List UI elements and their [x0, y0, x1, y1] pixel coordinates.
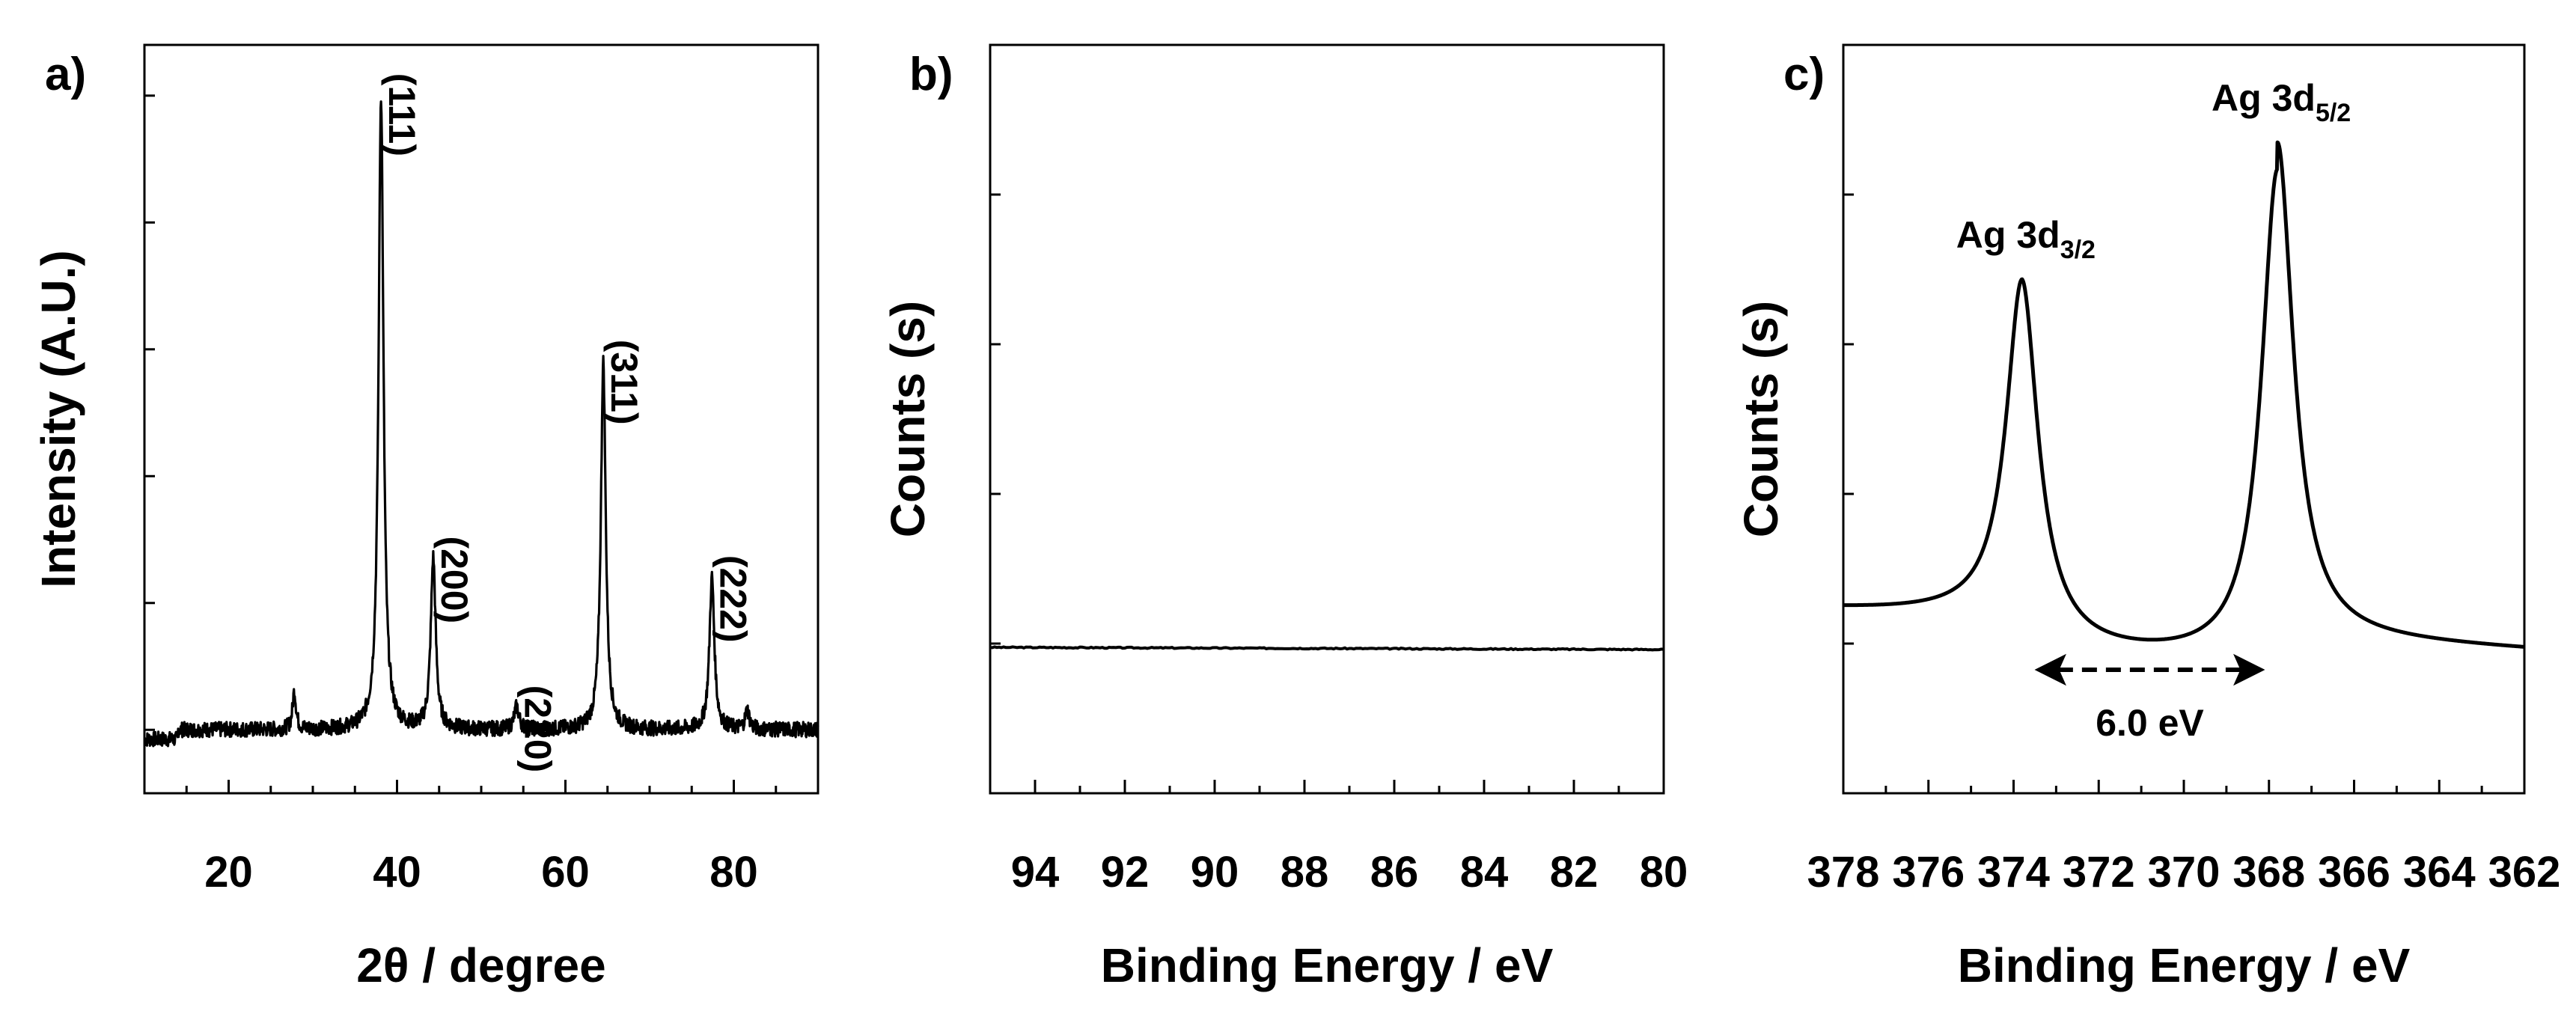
panel-c-ag3d-spectrum: [1842, 140, 2526, 649]
x-tick-label: 88: [1281, 848, 1329, 897]
peak-label: (311): [603, 340, 645, 425]
panel-b-spectrum: [989, 645, 1664, 652]
x-tick-label: 90: [1191, 848, 1239, 897]
peak-label: (222): [712, 555, 754, 643]
x-tick-label: 40: [373, 848, 421, 897]
x-tick-label: 374: [1977, 848, 2050, 897]
x-tick-label: 368: [2232, 848, 2305, 897]
panel-b-frame: [989, 43, 1665, 795]
panel-a-ticks: 20 40 60 80: [143, 94, 820, 897]
splitting-label: 6.0 eV: [2096, 702, 2204, 744]
splitting-arrow-head-left: [2034, 653, 2066, 686]
x-tick-label: 378: [1807, 848, 1880, 897]
x-tick-label: 80: [709, 848, 758, 897]
panel-c-frame: [1842, 43, 2526, 795]
panel-a-peak-labels: (111) (200) (220) (311) (222): [381, 73, 754, 773]
peak-label-text: Ag 3d: [2212, 77, 2316, 119]
x-tick-label: 376: [1892, 848, 1965, 897]
x-tick-label: 92: [1101, 848, 1150, 897]
x-tick-label: 362: [2488, 848, 2561, 897]
panel-c-ylabel: Counts (s): [1734, 301, 1788, 537]
x-tick-label: 60: [541, 848, 590, 897]
peak-label-subscript: 3/2: [2060, 236, 2096, 264]
x-tick-label: 20: [204, 848, 253, 897]
x-tick-label: 82: [1550, 848, 1599, 897]
panel-b: b) 94 92 90 88 86 84 82 80 Counts (s) Binding E…: [881, 43, 1688, 992]
panel-a-xrd-pattern: [143, 100, 820, 748]
x-tick-label: 364: [2403, 848, 2476, 897]
panel-a: a) 20 40 60 80 (111) (200) (220) (311) (222) In…: [31, 43, 820, 992]
peak-label: Ag 3d3/2: [1956, 214, 2096, 264]
peak-label: (200): [433, 536, 475, 623]
panel-c-label: c): [1783, 49, 1825, 100]
x-tick-label: 86: [1370, 848, 1419, 897]
panel-a-label: a): [45, 49, 86, 100]
panel-c: c) 378 376 374 372 370 368 366 364 362 Ag 3d3/2A…: [1734, 43, 2561, 992]
peak-label: (220): [516, 685, 558, 773]
peak-label: Ag 3d5/2: [2212, 77, 2351, 127]
panel-c-xlabel: Binding Energy / eV: [1958, 938, 2411, 992]
splitting-arrow-head-right: [2233, 653, 2265, 686]
peak-label-text: Ag 3d: [1956, 214, 2060, 256]
peak-label-subscript: 5/2: [2316, 99, 2351, 127]
panel-c-ticks: 378 376 374 372 370 368 366 364 362: [1807, 43, 2561, 897]
panel-c-splitting-annotation: 6.0 eV: [2034, 653, 2265, 744]
panel-a-xlabel: 2θ / degree: [356, 938, 605, 992]
panel-b-label: b): [909, 49, 953, 100]
x-tick-label: 94: [1011, 848, 1060, 897]
panel-b-xlabel: Binding Energy / eV: [1101, 938, 1554, 992]
panel-b-ylabel: Counts (s): [881, 301, 935, 537]
x-tick-label: 372: [2063, 848, 2135, 897]
x-tick-label: 84: [1460, 848, 1509, 897]
x-tick-label: 80: [1640, 848, 1688, 897]
panel-a-ylabel: Intensity (A.U.): [31, 250, 85, 588]
x-tick-label: 370: [2148, 848, 2221, 897]
peak-label: (111): [381, 73, 423, 156]
panel-c-peak-labels: Ag 3d3/2Ag 3d5/2: [1956, 77, 2351, 264]
x-tick-label: 366: [2318, 848, 2390, 897]
panel-b-ticks: 94 92 90 88 86 84 82 80: [989, 43, 1688, 897]
